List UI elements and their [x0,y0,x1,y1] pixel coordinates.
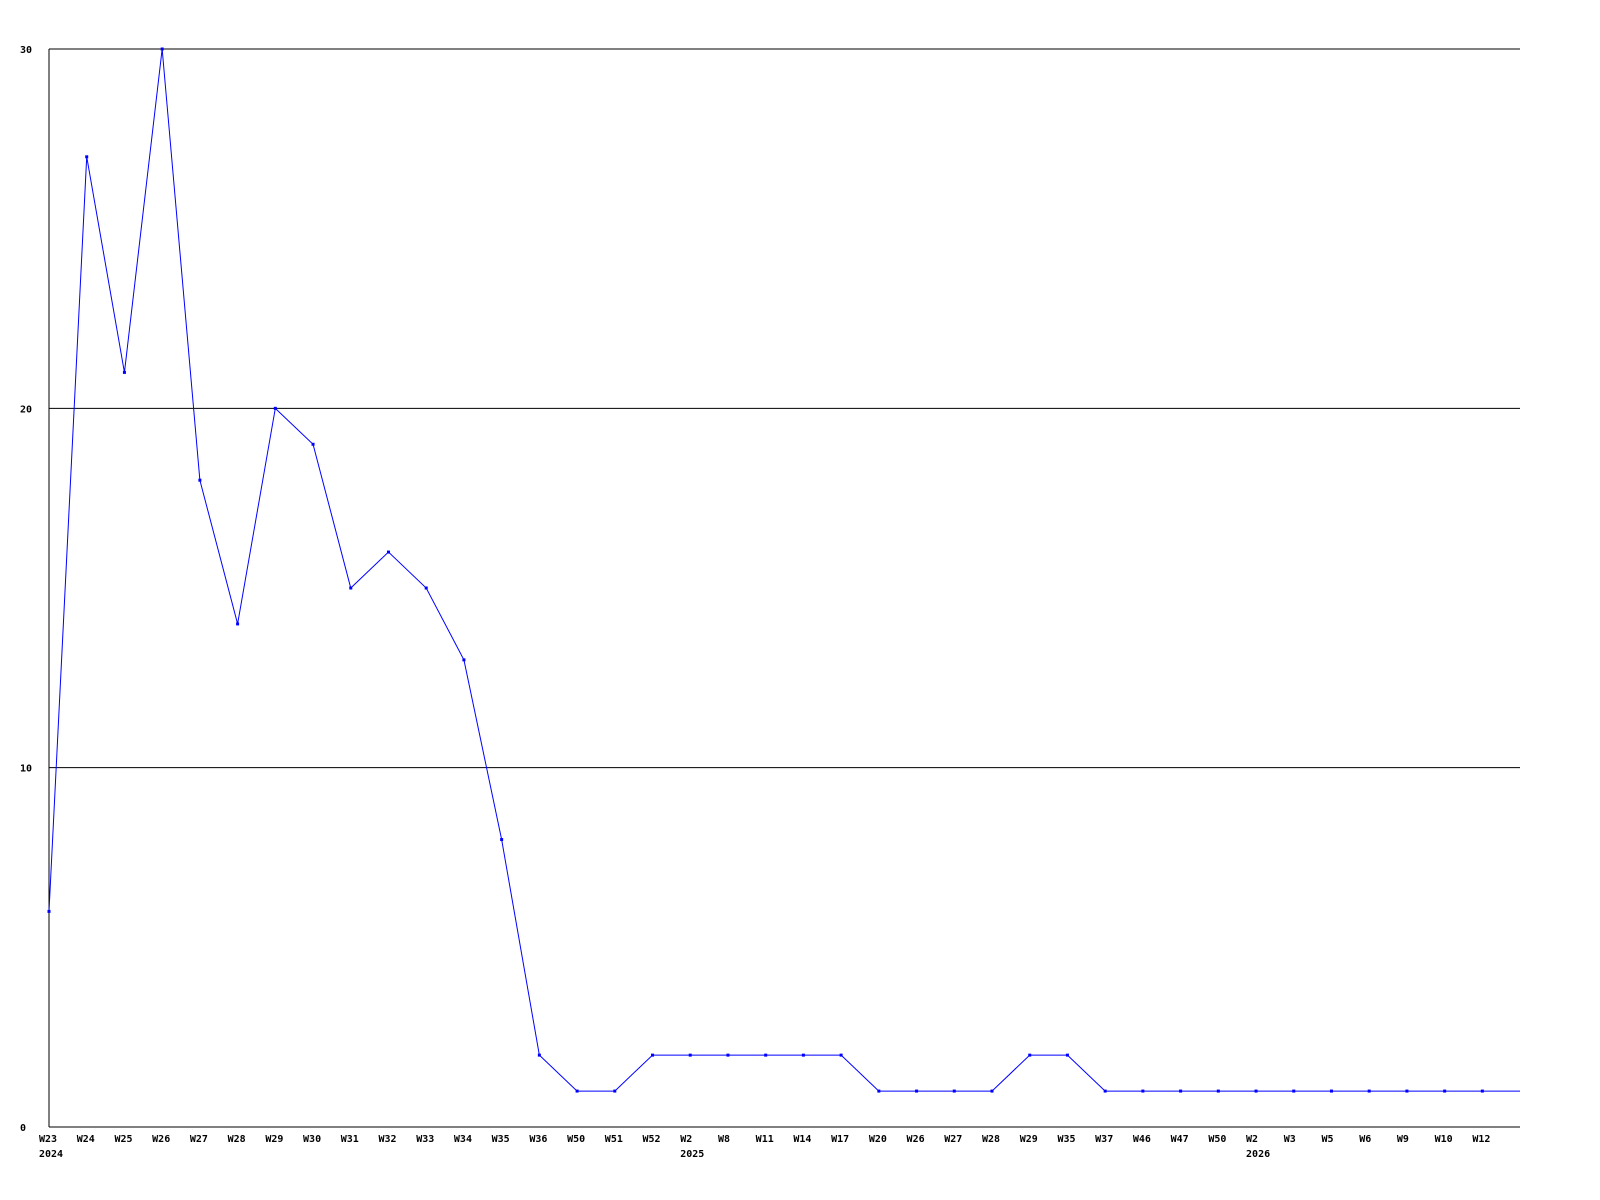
data-point [1216,1089,1220,1093]
x-tick-label: W28 [982,1134,1000,1145]
x-tick-label: W26 [907,1134,925,1145]
x-tick-label: W6 [1359,1134,1371,1145]
data-point [1405,1089,1409,1093]
data-point [311,442,315,446]
x-tick-label: W52 [643,1134,661,1145]
x-tick-label: W30 [303,1134,321,1145]
data-point [1028,1053,1032,1057]
data-point [1443,1089,1447,1093]
x-tick-label: W3 [1284,1134,1296,1145]
y-tick-label: 20 [20,404,32,415]
data-point [349,586,353,590]
data-point [1329,1089,1333,1093]
x-tick-label: W51 [605,1134,623,1145]
data-line [48,48,1520,1092]
y-tick-label: 30 [20,45,32,56]
data-point [651,1053,655,1057]
x-tick-label: W28 [228,1134,246,1145]
data-point [952,1089,956,1093]
data-point [688,1053,692,1057]
y-tick-label: 0 [20,1123,26,1134]
data-point [537,1053,541,1057]
x-tick-label: W2 [1246,1134,1258,1145]
x-tick-label: W34 [454,1134,472,1145]
data-point [1254,1089,1258,1093]
data-point [1065,1053,1069,1057]
x-tick-label: W24 [77,1134,95,1145]
x-tick-label: W2 [680,1134,692,1145]
data-point [1179,1089,1183,1093]
data-point [122,370,126,374]
year-label: 2025 [680,1149,704,1160]
x-tick-label: W32 [378,1134,396,1145]
data-point [1480,1089,1484,1093]
x-tick-label: W26 [152,1134,170,1145]
data-point [1103,1089,1107,1093]
data-point [877,1089,881,1093]
data-point [613,1089,617,1093]
data-point [839,1053,843,1057]
data-point [801,1053,805,1057]
y-tick-label: 10 [20,764,32,775]
data-point [160,47,164,51]
data-point [273,406,277,410]
x-tick-label: W46 [1133,1134,1151,1145]
x-tick-label: W29 [265,1134,283,1145]
data-point [575,1089,579,1093]
x-tick-label: W33 [416,1134,434,1145]
x-tick-label: W50 [1208,1134,1226,1145]
data-point [1292,1089,1296,1093]
data-point [386,550,390,554]
x-tick-label: W37 [1095,1134,1113,1145]
x-tick-label: W35 [1057,1134,1075,1145]
x-tick-label: W27 [190,1134,208,1145]
data-point [990,1089,994,1093]
data-point [236,622,240,626]
x-tick-label: W11 [756,1134,774,1145]
x-tick-label: W14 [793,1134,811,1145]
x-tick-label: W31 [341,1134,359,1145]
x-tick-label: W50 [567,1134,585,1145]
year-label: 2026 [1246,1149,1270,1160]
x-tick-label: W35 [492,1134,510,1145]
x-tick-label: W29 [1020,1134,1038,1145]
x-tick-label: W47 [1171,1134,1189,1145]
x-tick-label: W36 [529,1134,547,1145]
data-point [85,155,89,159]
x-tick-label: W5 [1321,1134,1333,1145]
x-tick-label: W12 [1472,1134,1490,1145]
data-point [500,838,504,842]
x-tick-label: W20 [869,1134,887,1145]
data-point [915,1089,919,1093]
x-tick-label: W27 [944,1134,962,1145]
x-tick-label: W23 [39,1134,57,1145]
x-tick-label: W25 [114,1134,132,1145]
data-point [764,1053,768,1057]
data-point [424,586,428,590]
data-point [726,1053,730,1057]
data-point [462,658,466,662]
year-label: 2024 [39,1149,63,1160]
data-point [198,478,202,482]
data-point [1367,1089,1371,1093]
x-tick-label: W8 [718,1134,730,1145]
x-tick-label: W9 [1397,1134,1409,1145]
x-tick-label: W10 [1435,1134,1453,1145]
data-point [1141,1089,1145,1093]
x-tick-label: W17 [831,1134,849,1145]
data-point [47,909,51,913]
